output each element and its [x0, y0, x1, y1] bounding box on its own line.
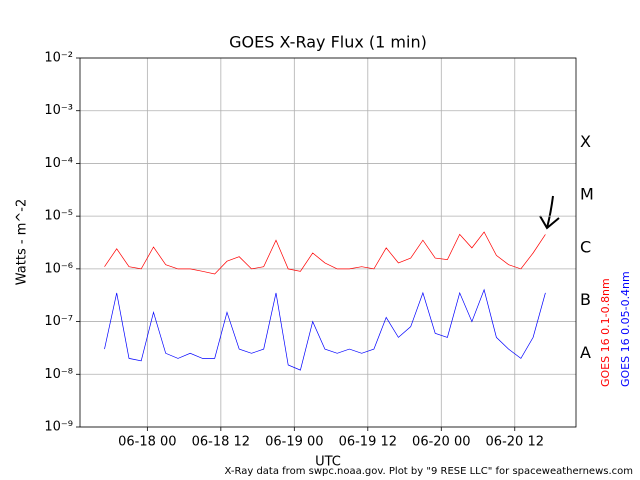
y-tick-label: 10⁻³ — [44, 103, 73, 118]
x-tick-label: 06-18 12 — [192, 435, 250, 450]
y-tick-label: 10⁻⁶ — [44, 261, 73, 276]
x-tick-label: 06-18 00 — [118, 435, 176, 450]
series-line — [104, 288, 546, 371]
flare-class-label: C — [580, 237, 591, 256]
x-tick-label: 06-20 00 — [412, 435, 470, 450]
flare-class-label: X — [580, 132, 591, 151]
arrow-head — [539, 215, 560, 230]
footer: X-Ray data from swpc.noaa.gov. Plot by "… — [225, 466, 633, 477]
flare-class-label: M — [580, 185, 594, 204]
y-tick-label: 10⁻⁴ — [44, 156, 73, 171]
x-tick-label: 06-20 12 — [486, 435, 544, 450]
plot-frame — [79, 57, 577, 428]
y-tick-label: 10⁻² — [44, 51, 73, 66]
arrow — [539, 195, 560, 230]
series-line — [104, 231, 546, 275]
legend-entry: GOES 16 0.05-0.4nm — [619, 271, 632, 387]
y-tick-label: 10⁻⁹ — [44, 420, 73, 435]
x-tick-label: 06-19 12 — [339, 435, 397, 450]
chart-title: GOES X-Ray Flux (1 min) — [229, 33, 427, 52]
flare-class-label: A — [580, 343, 591, 362]
flare-class-label: B — [580, 290, 591, 309]
x-axis-label: UTC — [315, 455, 341, 470]
y-tick-label: 10⁻⁵ — [44, 209, 73, 224]
arrow-shaft — [546, 195, 554, 229]
y-axis-label: Watts - m^-2 — [15, 199, 30, 285]
legend-entry: GOES 16 0.1-0.8nm — [599, 278, 612, 387]
y-tick-label: 10⁻⁷ — [44, 314, 73, 329]
x-tick-label: 06-19 00 — [265, 435, 323, 450]
y-tick-label: 10⁻⁸ — [44, 367, 73, 382]
